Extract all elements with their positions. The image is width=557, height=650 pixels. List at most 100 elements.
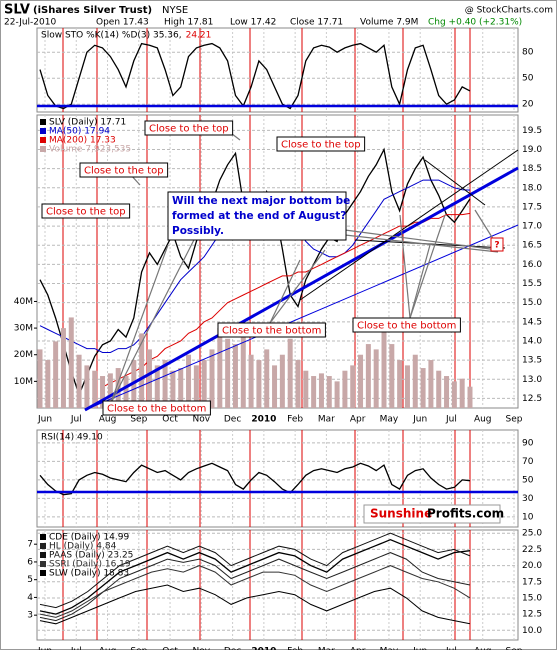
y-tick-label: 22.5 xyxy=(522,545,542,555)
callout-text: ? xyxy=(494,241,499,251)
y-tick-label: 70 xyxy=(522,457,534,467)
volume-bar xyxy=(139,333,145,408)
trend-line xyxy=(399,214,411,319)
callout-box xyxy=(217,322,326,338)
legend-text: CDE (Daily) 14.99 xyxy=(49,533,129,543)
volume-bar xyxy=(459,378,465,408)
callout-box xyxy=(144,120,234,136)
legend-text: Slow STO %K(14) %D(3) 35.36, xyxy=(41,31,182,41)
y-tick-label: 30 xyxy=(522,494,534,504)
x-tick-label: Dec xyxy=(224,415,241,425)
panel xyxy=(36,114,519,409)
panel xyxy=(36,529,519,641)
volume-bar xyxy=(76,354,82,408)
low: Low 17.42 xyxy=(230,18,276,28)
volume-bar xyxy=(225,338,231,408)
x-tick-label: Jul xyxy=(70,647,82,650)
volume-bar xyxy=(201,360,207,408)
volume-bar xyxy=(232,344,238,408)
x-tick-label: Sep xyxy=(130,415,147,425)
volume-bar xyxy=(240,333,246,408)
callout-box xyxy=(167,191,347,241)
volume-bar xyxy=(467,386,473,408)
symbol: SLV xyxy=(4,3,30,18)
volume-bar xyxy=(420,368,426,408)
volume-bar xyxy=(412,354,418,408)
y2-tick-label: 40M xyxy=(14,297,33,307)
x-tick-label: Feb xyxy=(287,647,303,650)
y-tick-label: 19.0 xyxy=(522,145,542,155)
callout-text: Close to the top xyxy=(84,166,164,177)
legend-swatch xyxy=(40,552,46,558)
volume-bar xyxy=(436,370,442,408)
y-tick-label: 20.0 xyxy=(522,561,542,571)
volume-bar xyxy=(45,360,51,408)
source: @ StockCharts.com xyxy=(465,6,553,16)
trend-line xyxy=(409,244,431,319)
y-tick-label: 20 xyxy=(522,100,534,110)
volume-bar xyxy=(365,344,371,408)
volume-bar xyxy=(100,376,106,408)
y-tick-label: 17.5 xyxy=(522,202,542,212)
panel xyxy=(36,27,519,113)
x-tick-label: Apr xyxy=(350,647,366,650)
logo-box xyxy=(363,504,501,524)
volume-bar xyxy=(397,360,403,408)
trend-line xyxy=(84,224,519,411)
y-tick-label: 10 xyxy=(522,512,534,522)
volume-bar xyxy=(154,365,160,408)
y-tick-label: 18.0 xyxy=(522,183,542,193)
series-line xyxy=(39,462,471,496)
y-tick-label: 16.0 xyxy=(522,260,542,270)
volume-bar xyxy=(451,381,457,408)
y-tick-label: 10.0 xyxy=(522,626,542,636)
trend-line xyxy=(409,214,446,319)
series-line xyxy=(39,584,471,625)
trend-line xyxy=(344,229,499,251)
volume-bar xyxy=(311,376,317,408)
question-callout: Will the next major bottom be formed at t… xyxy=(167,191,350,241)
x-tick-label: Sep xyxy=(506,647,523,650)
y-tick-label: 15.0 xyxy=(522,298,542,308)
callout-text: Close to the bottom xyxy=(107,404,206,415)
volume-bar xyxy=(404,365,410,408)
callout-box xyxy=(102,400,211,416)
x-tick-label: Feb xyxy=(287,415,303,425)
callout: Close to the top xyxy=(41,203,131,219)
logo-part2: Profits.com xyxy=(427,507,504,521)
y-tick-label: 18.5 xyxy=(522,164,542,174)
volume-bar xyxy=(389,344,395,408)
legend-text: Volume 7,923,535 xyxy=(49,145,131,155)
legend-text: SLV (Daily) 17.71 xyxy=(49,118,126,128)
y-tick-label: 12.5 xyxy=(522,394,542,404)
volume-bar xyxy=(295,360,301,408)
volume-bar xyxy=(272,365,278,408)
callout-text: Close to the top xyxy=(149,124,229,135)
legend-text: PAAS (Daily) 23.25 xyxy=(49,551,133,561)
callout: Close to the top xyxy=(276,136,366,152)
x-tick-label: May xyxy=(380,415,399,425)
series-line xyxy=(39,565,471,618)
callout-box xyxy=(79,162,169,178)
volume-bar xyxy=(68,317,74,408)
y2-tick-label: 3 xyxy=(27,611,33,621)
callout: Close to the bottom xyxy=(217,322,326,338)
question-text: formed at the end of August? xyxy=(172,210,346,222)
series-line xyxy=(39,538,471,615)
x-tick-label: Nov xyxy=(193,415,211,425)
question-text: Will the next major bottom be xyxy=(172,195,350,207)
y-tick-label: 13.0 xyxy=(522,375,542,385)
volume-bar xyxy=(209,349,215,408)
open: Open 17.43 xyxy=(96,18,149,28)
volume-bar xyxy=(428,360,434,408)
callout-text: Close to the top xyxy=(46,207,126,218)
x-tick-label: Aug xyxy=(474,647,492,650)
volume-bar xyxy=(381,328,387,408)
legend-text: SLW (Daily) 18.83 xyxy=(49,569,129,579)
x-tick-label: Mar xyxy=(318,647,335,650)
x-tick-label: Mar xyxy=(318,415,335,425)
y-tick-label: 13.5 xyxy=(522,356,542,366)
x-tick-label: Dec xyxy=(224,647,241,650)
volume-bar xyxy=(37,349,43,408)
x-tick-label: Oct xyxy=(162,647,178,650)
